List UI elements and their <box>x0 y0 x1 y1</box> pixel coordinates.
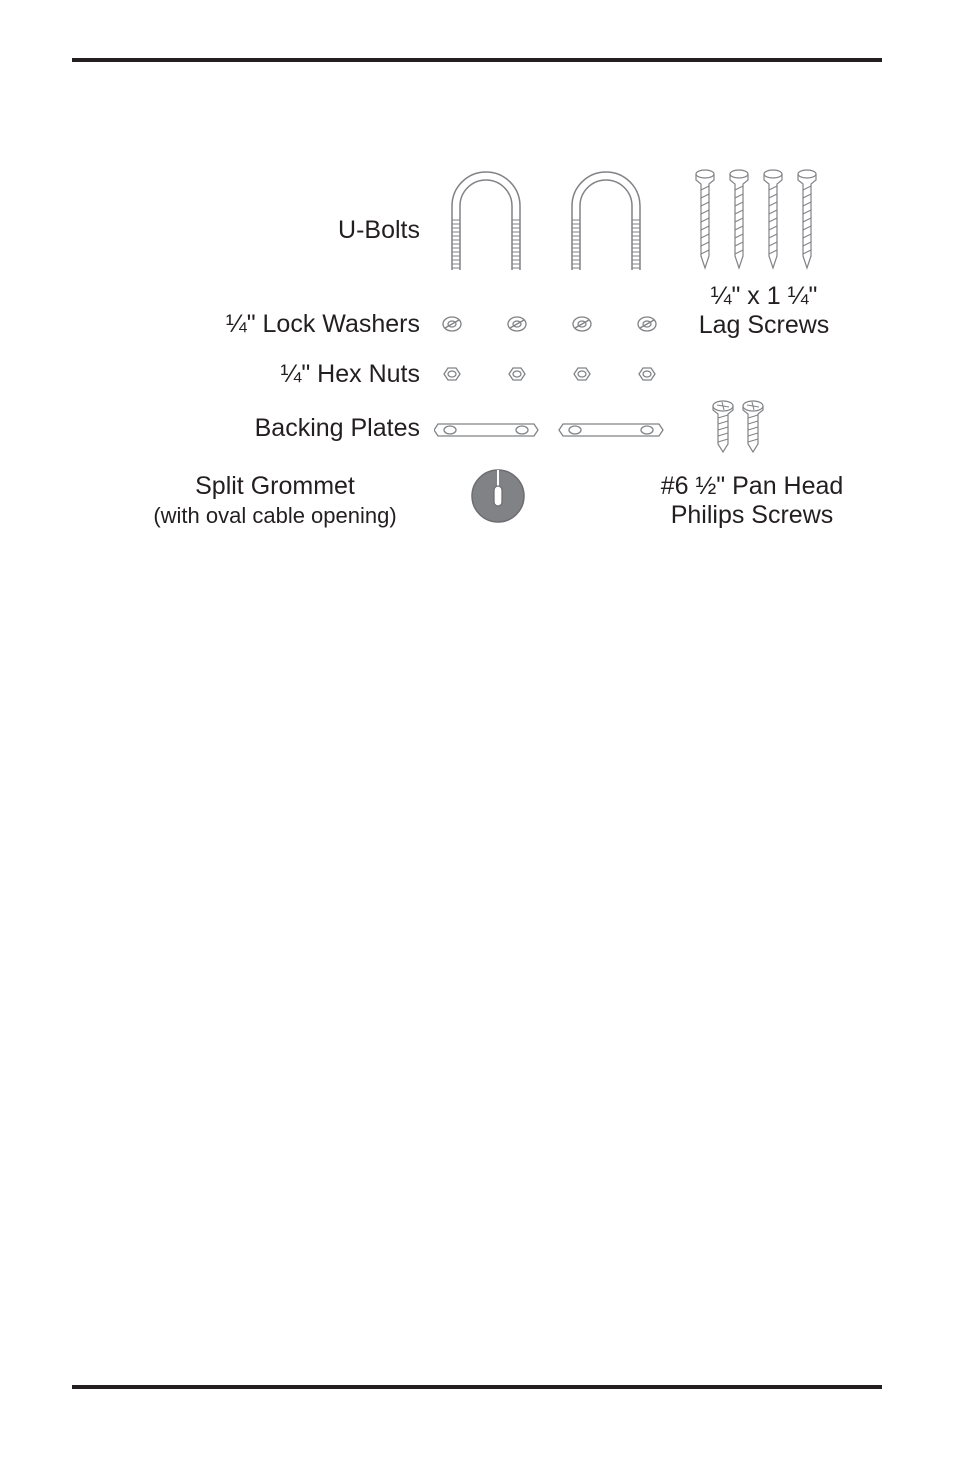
label-grommet: Split Grommet (with oval cable opening) <box>130 472 420 530</box>
label-lockwashers: ¼" Lock Washers <box>226 310 420 339</box>
label-lag-l1: ¼" x 1 ¼" <box>711 282 818 310</box>
label-backing: Backing Plates <box>255 414 420 443</box>
label-lag-l2: Lag Screws <box>699 311 830 339</box>
label-grommet-l2: (with oval cable opening) <box>153 503 396 528</box>
backingplate-icon <box>434 420 674 440</box>
bottom-rule <box>72 1385 882 1389</box>
ubolt-icon <box>440 170 670 280</box>
top-rule <box>72 58 882 62</box>
panheadscrew-icon <box>712 400 782 456</box>
label-ubolts: U-Bolts <box>338 216 420 245</box>
label-pan-l1: #6 ½" Pan Head <box>661 472 844 500</box>
label-pan-l2: Philips Screws <box>671 501 834 529</box>
lockwasher-icon <box>442 314 672 336</box>
lagscrew-icon <box>694 168 844 278</box>
label-panhead: #6 ½" Pan Head Philips Screws <box>632 472 872 530</box>
label-hexnuts: ¼" Hex Nuts <box>281 360 420 389</box>
label-lagscrews: ¼" x 1 ¼" Lag Screws <box>684 282 844 340</box>
hexnut-icon <box>442 364 672 386</box>
label-grommet-l1: Split Grommet <box>195 472 355 500</box>
hardware-diagram: U-Bolts ¼" Lock Washers ¼" Hex Nuts Back… <box>72 152 882 572</box>
grommet-icon <box>468 466 528 526</box>
